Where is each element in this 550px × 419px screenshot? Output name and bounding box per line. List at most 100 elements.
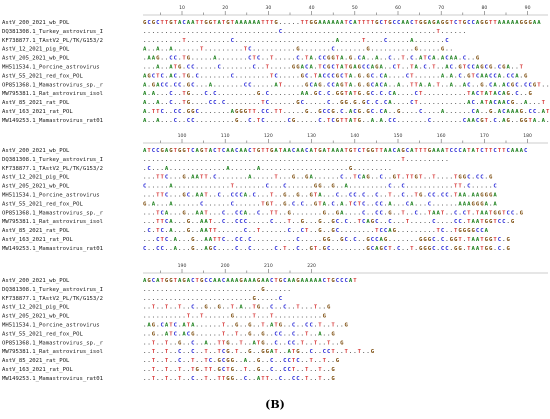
base-char: . (314, 358, 317, 364)
base-char: . (432, 47, 435, 53)
base-char: . (248, 287, 251, 293)
base-char: . (419, 65, 422, 71)
base-char: . (279, 340, 282, 346)
base-char: . (152, 287, 155, 293)
base-char: T (248, 109, 252, 115)
base-char: . (353, 166, 356, 172)
base-char: . (231, 82, 234, 88)
base-char: . (187, 287, 190, 293)
base-char: . (371, 201, 374, 207)
base-char: . (388, 82, 391, 88)
base-char: . (515, 210, 518, 216)
base-char: C (143, 184, 146, 190)
base-char: . (309, 210, 312, 216)
base-char: G (375, 20, 379, 26)
base-char: . (244, 157, 247, 163)
base-char: G (314, 91, 318, 97)
base-char: G (309, 193, 313, 199)
base-char: . (266, 323, 269, 329)
base-char: T (217, 148, 221, 154)
base-char: . (344, 29, 347, 35)
sequence-row: A..A..C..TG....CC.C........TC......GC...… (143, 100, 546, 106)
base-char: . (191, 157, 194, 163)
base-char: T (344, 73, 348, 79)
base-char: G (507, 118, 511, 124)
base-char: T (450, 20, 454, 26)
base-char: A (384, 82, 388, 88)
base-char: . (301, 82, 304, 88)
base-char: G (520, 118, 524, 124)
base-char: . (283, 376, 286, 382)
base-char: G (161, 148, 165, 154)
base-char: T (161, 237, 165, 243)
base-char: . (226, 118, 229, 124)
base-char: A (375, 246, 379, 252)
base-char: T (314, 305, 318, 311)
base-char: . (209, 323, 212, 329)
base-char: . (450, 246, 453, 252)
base-char: . (375, 91, 378, 97)
base-char: G (485, 246, 489, 252)
base-char: . (165, 56, 168, 62)
base-char: . (428, 29, 431, 35)
base-char: A (375, 56, 379, 62)
base-char: . (222, 166, 225, 172)
base-char: T (344, 82, 348, 88)
base-char: C (511, 210, 514, 216)
base-char: A (454, 56, 458, 62)
base-char: . (239, 358, 242, 364)
base-char: C (301, 201, 304, 207)
base-char: . (419, 100, 422, 106)
base-char: C (196, 73, 199, 79)
base-char: . (323, 38, 326, 44)
base-char: . (349, 47, 352, 53)
base-char: . (270, 166, 273, 172)
base-char: . (231, 219, 234, 225)
base-char: A (397, 82, 401, 88)
sequence-name: MH511534.1_Porcine_astrovirus (2, 65, 100, 71)
base-char: G (217, 305, 221, 311)
base-char: . (143, 358, 146, 364)
base-char: T (362, 148, 366, 154)
base-char: C (371, 237, 374, 243)
base-char: T (274, 323, 278, 329)
base-char: . (323, 82, 326, 88)
base-char: . (147, 340, 150, 346)
base-char: . (182, 305, 185, 311)
base-char: C (274, 73, 277, 79)
base-char: G (520, 210, 524, 216)
base-char: T (419, 148, 423, 154)
base-char: T (467, 219, 471, 225)
base-char: T (270, 193, 274, 199)
base-char: . (213, 201, 216, 207)
base-char: C (498, 219, 501, 225)
base-char: G (261, 340, 265, 346)
base-char: C (353, 109, 356, 115)
base-char: T (231, 20, 235, 26)
base-char: . (296, 29, 299, 35)
base-char: . (156, 376, 159, 382)
base-char: T (419, 175, 423, 181)
base-char: . (314, 157, 317, 163)
base-char: . (450, 210, 453, 216)
base-char: C (384, 246, 387, 252)
base-char: C (331, 73, 334, 79)
base-char: T (191, 367, 195, 373)
base-char: . (353, 157, 356, 163)
base-char: A (152, 56, 156, 62)
base-char: . (384, 219, 387, 225)
base-char: . (349, 349, 352, 355)
base-char: . (161, 296, 164, 302)
base-char: . (266, 210, 269, 216)
base-char: . (213, 358, 216, 364)
sequence-name: AstV_200_2021_wb_POL (2, 148, 70, 154)
base-char: . (423, 228, 426, 234)
base-char: . (257, 323, 260, 329)
base-char: T (485, 118, 489, 124)
base-char: . (458, 109, 461, 115)
base-char: A (270, 349, 274, 355)
base-char: T (147, 148, 151, 154)
base-char: G (296, 47, 300, 53)
base-char: T (415, 193, 419, 199)
base-char: . (301, 210, 304, 216)
